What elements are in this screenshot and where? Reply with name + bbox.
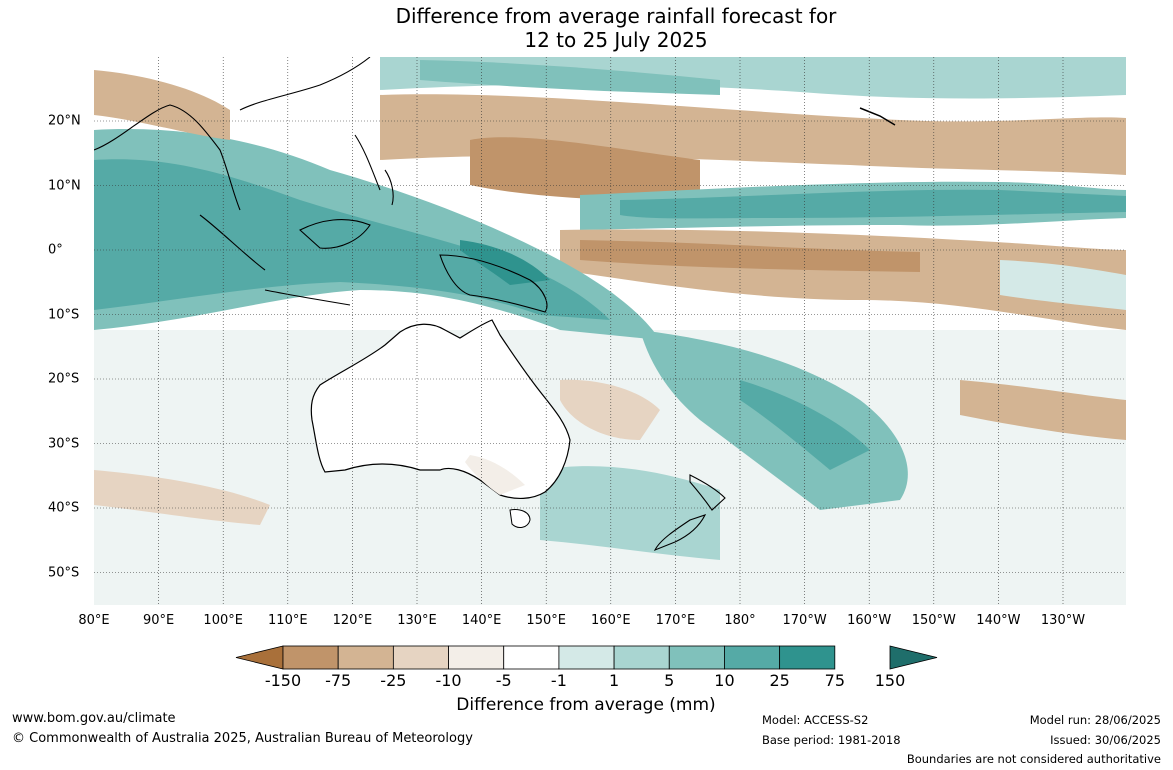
colorbar-swatch (448, 645, 505, 670)
latitude-label: 30°S (48, 436, 80, 451)
latitude-label: 20°S (48, 371, 80, 387)
latitude-label: 40°S (48, 500, 80, 516)
colorbar-tick-label: 150 (874, 671, 906, 690)
colorbar-tick-label: -75 (325, 671, 352, 690)
sumatra-borneo (199, 214, 371, 271)
longitude-label: 130°W (1040, 613, 1086, 628)
colorbar-tick-label: -5 (495, 671, 512, 690)
colorbar-tick-label: 75 (824, 671, 845, 690)
new-guinea (439, 254, 548, 313)
map-field (94, 57, 1126, 605)
longitude-label: 160°W (847, 613, 892, 628)
philippines (354, 134, 394, 206)
australia-landmass (310, 319, 571, 499)
boundaries-disclaimer: Boundaries are not considered authoritat… (906, 752, 1161, 766)
colorbar-tick-label: 25 (769, 671, 790, 690)
longitude-label: 120°E (332, 613, 373, 628)
colorbar-swatch (668, 645, 725, 670)
latitude-label: 10°N (48, 178, 81, 193)
issued-date: Issued: 30/06/2025 (1050, 733, 1161, 747)
colorbar-min-extend (235, 645, 284, 670)
colorbar-tick-label: -10 (435, 671, 462, 690)
colorbar-title: Difference from average (mm) (456, 695, 716, 715)
gridlines (94, 57, 1126, 605)
longitude-label: 140°E (461, 613, 502, 628)
longitude-label: 130°E (397, 613, 437, 628)
colorbar-swatch (724, 645, 781, 670)
longitude-label: 170°E (655, 613, 696, 628)
title-line-1: Difference from average rainfall forecas… (395, 4, 837, 28)
colorbar-swatch (503, 645, 560, 670)
colorbar-tick-label: -150 (264, 671, 302, 690)
colorbar (235, 645, 938, 670)
new-zealand-north (689, 474, 726, 511)
colorbar-max-extend (889, 645, 938, 670)
new-zealand-south (653, 514, 707, 552)
tasmania (509, 509, 531, 528)
latitude-label: 50°S (48, 565, 80, 580)
colorbar-swatch (558, 645, 615, 670)
hawaii (859, 107, 896, 126)
colorbar-swatch (613, 645, 670, 670)
longitude-label: 150°E (526, 613, 566, 628)
longitude-label: 150°W (911, 613, 956, 628)
southern-brown (94, 470, 270, 525)
map-title: Difference from average rainfall forecas… (0, 4, 1173, 52)
tasman-teal (540, 466, 720, 560)
longitude-label: 100°E (203, 613, 243, 628)
title-line-2: 12 to 25 July 2025 (524, 28, 708, 52)
latitude-label: 0° (48, 242, 63, 258)
model-name: Model: ACCESS-S2 (762, 713, 869, 727)
copyright-text: © Commonwealth of Australia 2025, Austra… (12, 731, 473, 746)
colorbar-swatch (282, 645, 339, 670)
colorbar-tick-label: -1 (550, 671, 567, 690)
longitude-label: 160°E (591, 613, 631, 628)
colorbar-tick-label: 5 (664, 671, 675, 690)
indochina-brown (94, 70, 230, 140)
longitude-label: 90°E (142, 613, 175, 628)
longitude-label: 140°W (976, 613, 1021, 628)
longitude-label: 110°E (268, 613, 308, 628)
latitude-label: 20°N (48, 113, 81, 129)
model-run-date: Model run: 28/06/2025 (1029, 713, 1161, 727)
colorbar-swatch (392, 645, 449, 670)
longitude-label: 180° (724, 613, 756, 628)
base-period: Base period: 1981-2018 (762, 733, 901, 747)
latitude-label: 10°S (48, 307, 80, 322)
colorbar-tick-label: -25 (380, 671, 407, 690)
colorbar-tick-label: 1 (608, 671, 620, 690)
colorbar-tick-label: 10 (714, 671, 735, 690)
colorbar-swatch (779, 645, 836, 670)
longitude-label: 80°E (78, 613, 110, 628)
colorbar-swatch (337, 645, 394, 670)
longitude-label: 170°W (782, 613, 827, 628)
website-link[interactable]: www.bom.gov.au/climate (12, 711, 176, 726)
java-chain (264, 289, 351, 306)
asia-coast (94, 57, 371, 211)
